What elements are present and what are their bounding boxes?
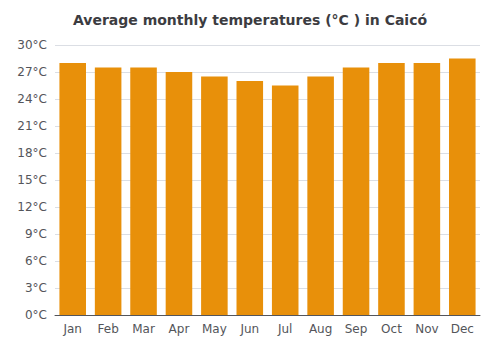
svg-text:Mar: Mar	[132, 322, 155, 336]
svg-text:27°C: 27°C	[17, 65, 47, 79]
svg-text:Oct: Oct	[381, 322, 402, 336]
svg-text:Jun: Jun	[239, 322, 259, 336]
svg-text:Jan: Jan	[62, 322, 82, 336]
svg-text:Dec: Dec	[451, 322, 474, 336]
svg-text:May: May	[202, 322, 227, 336]
svg-text:18°C: 18°C	[17, 146, 47, 160]
svg-text:Nov: Nov	[415, 322, 438, 336]
svg-text:Apr: Apr	[169, 322, 190, 336]
svg-text:12°C: 12°C	[17, 200, 47, 214]
svg-text:Feb: Feb	[98, 322, 119, 336]
svg-text:6°C: 6°C	[25, 254, 47, 268]
svg-text:Aug: Aug	[309, 322, 332, 336]
svg-text:21°C: 21°C	[17, 119, 47, 133]
svg-text:Sep: Sep	[345, 322, 368, 336]
svg-text:9°C: 9°C	[25, 227, 47, 241]
svg-text:Average monthly temperatures (: Average monthly temperatures (°C ) in Ca…	[73, 12, 428, 28]
svg-text:0°C: 0°C	[25, 308, 47, 322]
svg-text:3°C: 3°C	[25, 281, 47, 295]
svg-text:Jul: Jul	[277, 322, 292, 336]
svg-text:24°C: 24°C	[17, 92, 47, 106]
svg-text:30°C: 30°C	[17, 38, 47, 52]
svg-text:15°C: 15°C	[17, 173, 47, 187]
